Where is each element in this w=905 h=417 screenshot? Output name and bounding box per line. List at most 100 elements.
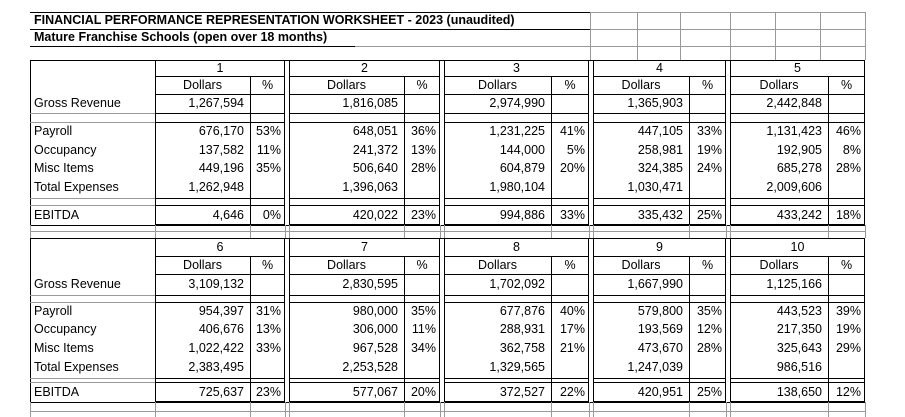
gross-revenue-value: 2,974,990 xyxy=(489,96,545,110)
grid-line xyxy=(637,12,638,60)
grid-line xyxy=(289,198,440,199)
grid-line xyxy=(730,122,865,123)
grid-line xyxy=(289,76,440,77)
grid-line xyxy=(30,382,155,383)
misc-items-percent: 34% xyxy=(410,341,436,355)
ebitda-value: 4,646 xyxy=(212,208,244,222)
grid-line xyxy=(30,411,865,412)
grid-line xyxy=(726,402,727,417)
grid-line xyxy=(289,302,440,303)
grid-line xyxy=(865,402,866,417)
occupancy-value: 217,350 xyxy=(776,322,822,336)
grid-line xyxy=(590,29,865,30)
percent-header: % xyxy=(840,78,853,92)
grid-line xyxy=(593,122,726,123)
ebitda-percent: 23% xyxy=(410,208,436,222)
grid-line xyxy=(155,225,156,238)
grid-line xyxy=(444,225,445,238)
dollars-header: Dollars xyxy=(621,78,661,92)
grid-line xyxy=(593,94,726,95)
percent-header: % xyxy=(840,258,853,272)
ebitda-value: 577,067 xyxy=(352,385,398,399)
ebitda-value: 420,951 xyxy=(637,385,683,399)
grid-line xyxy=(289,205,440,206)
ebitda-percent: 20% xyxy=(410,385,436,399)
grid-line xyxy=(444,302,589,303)
payroll-percent: 46% xyxy=(835,124,861,138)
occupancy-percent: 13% xyxy=(410,143,436,157)
payroll-value: 676,170 xyxy=(198,124,244,138)
grid-line xyxy=(30,302,155,303)
total-expenses-value: 1,396,063 xyxy=(342,180,398,194)
grid-line xyxy=(444,402,445,417)
grid-line xyxy=(289,274,440,275)
grid-line xyxy=(155,198,285,199)
payroll-value: 579,800 xyxy=(637,304,683,318)
occupancy-value: 406,676 xyxy=(198,322,244,336)
grid-line xyxy=(730,113,865,114)
total-expenses-value: 1,262,948 xyxy=(188,180,244,194)
school-group-4 xyxy=(593,60,726,225)
payroll-percent: 35% xyxy=(410,304,436,318)
ebitda-value: 725,637 xyxy=(198,385,244,399)
payroll-percent: 36% xyxy=(410,124,436,138)
grid-line xyxy=(404,402,405,417)
grid-line xyxy=(730,382,865,383)
occupancy-value: 193,569 xyxy=(637,322,683,336)
row-label-gross: Gross Revenue xyxy=(34,277,121,291)
total-expenses-value: 1,247,039 xyxy=(627,360,683,374)
grid-line xyxy=(155,122,285,123)
column-separator xyxy=(689,256,690,402)
occupancy-percent: 19% xyxy=(835,322,861,336)
occupancy-percent: 8% xyxy=(842,143,861,157)
ebitda-value: 372,527 xyxy=(499,385,545,399)
row-label-occupancy: Occupancy xyxy=(34,322,97,336)
grid-line xyxy=(289,256,440,257)
row-label-occupancy: Occupancy xyxy=(34,143,97,157)
misc-items-percent: 28% xyxy=(410,161,436,175)
gross-revenue-value: 1,667,990 xyxy=(627,277,683,291)
grid-line xyxy=(589,402,590,417)
percent-header: % xyxy=(564,258,576,272)
grid-line xyxy=(30,225,31,238)
dollars-header: Dollars xyxy=(759,258,799,272)
school-group-8 xyxy=(444,238,589,402)
grid-line xyxy=(444,205,589,206)
grid-line xyxy=(155,402,156,417)
grid-line xyxy=(155,382,285,383)
dollars-header: Dollars xyxy=(327,78,366,92)
payroll-percent: 40% xyxy=(559,304,585,318)
total-expenses-value: 1,329,565 xyxy=(489,360,545,374)
grid-line xyxy=(589,225,590,238)
misc-items-value: 449,196 xyxy=(198,161,244,175)
total-expenses-value: 2,009,606 xyxy=(766,180,822,194)
column-separator xyxy=(404,76,405,225)
payroll-percent: 39% xyxy=(835,304,861,318)
misc-items-percent: 28% xyxy=(835,161,861,175)
grid-line xyxy=(593,205,726,206)
grid-line xyxy=(593,295,726,296)
grid-line xyxy=(155,302,285,303)
misc-items-value: 362,758 xyxy=(499,341,545,355)
grid-line xyxy=(444,295,589,296)
ebitda-value: 335,432 xyxy=(637,208,683,222)
grid-line xyxy=(155,295,285,296)
school-group-5 xyxy=(730,60,865,225)
row-label-total: Total Expenses xyxy=(34,360,119,374)
payroll-value: 954,397 xyxy=(198,304,244,318)
percent-header: % xyxy=(701,78,714,92)
percent-header: % xyxy=(261,258,274,272)
row-label-payroll: Payroll xyxy=(34,124,73,138)
payroll-value: 980,000 xyxy=(352,304,398,318)
grid-line xyxy=(730,378,865,379)
grid-line xyxy=(30,113,155,114)
section-bottom-border xyxy=(30,402,865,403)
ebitda-percent: 23% xyxy=(255,385,281,399)
grid-line xyxy=(444,76,589,77)
grid-line xyxy=(440,225,441,238)
payroll-value: 677,876 xyxy=(499,304,545,318)
misc-items-percent: 35% xyxy=(255,161,281,175)
occupancy-value: 137,582 xyxy=(198,143,244,157)
gross-revenue-value: 3,109,132 xyxy=(188,277,244,291)
row-label-ebitda: EBITDA xyxy=(34,208,80,222)
